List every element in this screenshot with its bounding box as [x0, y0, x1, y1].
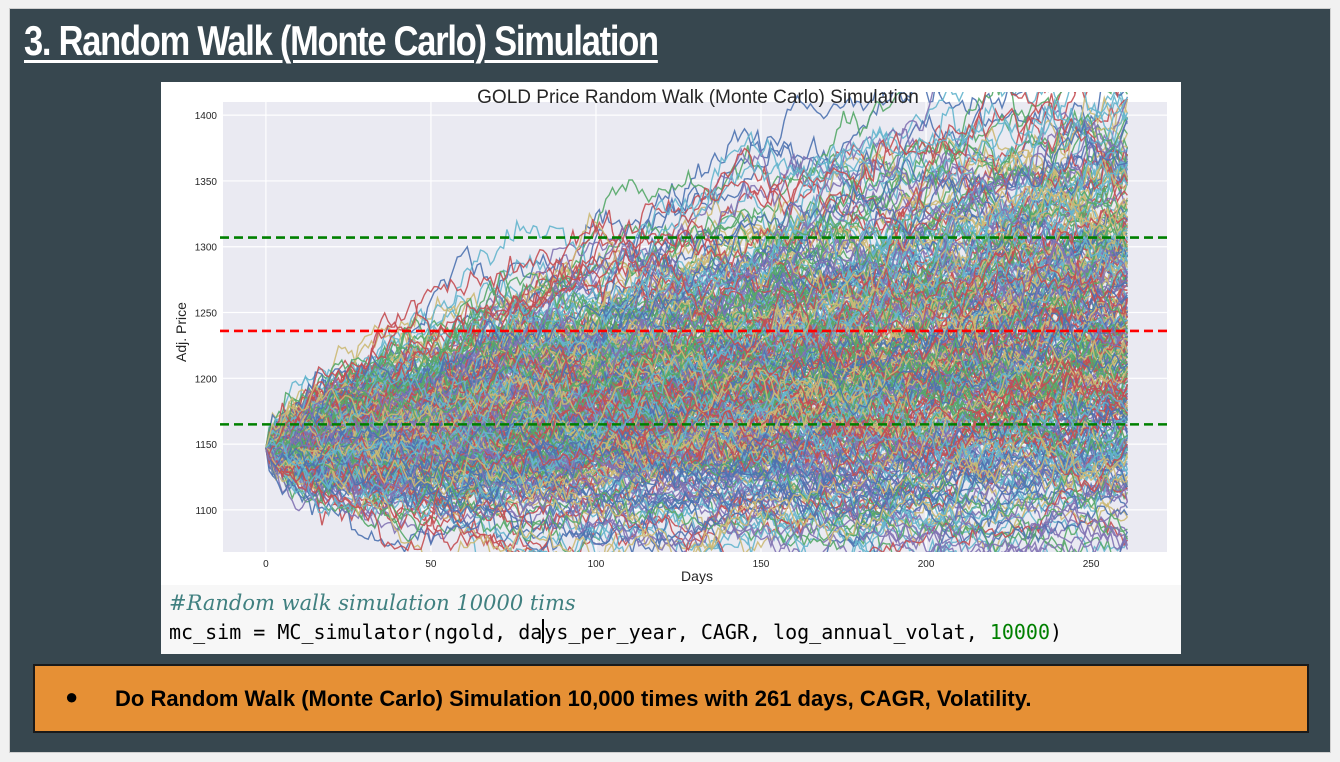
callout-text: Do Random Walk (Monte Carlo) Simulation … [115, 686, 1032, 711]
simulation-path [265, 447, 1129, 552]
simulation-path [265, 328, 1129, 471]
y-tick-label: 1300 [195, 243, 218, 254]
code-middle: ys_per_year, CAGR, log_annual_volat, [544, 620, 990, 644]
simulation-path [265, 185, 1129, 449]
x-tick-labels: 0 50 100 150 200 250 [263, 559, 1100, 570]
bullet-icon: ● [65, 684, 79, 709]
callout-box: ● Do Random Walk (Monte Carlo) Simulatio… [33, 664, 1309, 733]
figure-panel: 1100 1150 1200 1250 1300 1350 1400 0 50 100 150 20… [161, 82, 1181, 654]
x-tick-label: 100 [588, 559, 605, 570]
code-comment: #Random walk simulation 10000 tims [169, 591, 576, 615]
x-tick-label: 0 [263, 559, 269, 570]
chart: 1100 1150 1200 1250 1300 1350 1400 0 50 100 150 20… [173, 87, 1170, 584]
simulation-path [265, 389, 1128, 486]
simulation-path [265, 263, 1129, 552]
simulation-path [265, 246, 1128, 456]
x-tick-label: 200 [918, 559, 935, 570]
simulation-path [265, 317, 1128, 491]
simulation-path [265, 314, 1128, 521]
chart-title: GOLD Price Random Walk (Monte Carlo) Sim… [477, 87, 919, 108]
reference-lines [220, 236, 1170, 426]
y-tick-labels: 1100 1150 1200 1250 1300 1350 1400 [195, 111, 218, 517]
y-tick-label: 1200 [195, 374, 218, 385]
simulation-path [265, 113, 1128, 449]
code-prefix: mc_sim = MC_simulator(ngold, da [169, 620, 543, 644]
y-axis-label: Adj. Price [173, 302, 189, 362]
simulation-path [265, 424, 1129, 530]
y-tick-label: 1350 [195, 177, 218, 188]
simulation-path [265, 120, 1128, 461]
y-tick-label: 1150 [195, 440, 217, 451]
y-tick-label: 1400 [195, 111, 218, 122]
x-axis-label: Days [681, 568, 713, 584]
simulation-path [265, 396, 1128, 552]
simulation-path [265, 351, 1128, 492]
simulation-path [265, 396, 1128, 552]
simulation-path [265, 96, 1128, 462]
y-tick-label: 1100 [195, 506, 217, 517]
slide-title: 3. Random Walk (Monte Carlo) Simulation [24, 17, 659, 64]
text-cursor [542, 619, 545, 643]
simulation-path [265, 437, 1129, 551]
simulation-path [265, 447, 1128, 552]
x-tick-label: 150 [753, 559, 770, 570]
simulation-path [265, 396, 1128, 530]
slide: 3. Random Walk (Monte Carlo) Simulation … [9, 8, 1331, 753]
code-suffix: ) [1050, 620, 1063, 644]
simulation-path [265, 156, 1129, 451]
x-tick-label: 250 [1083, 559, 1100, 570]
simulation-path [265, 329, 1129, 488]
simulation-path [265, 198, 1129, 467]
simulation-path [265, 426, 1129, 552]
simulation-paths [265, 92, 1129, 552]
simulation-path [265, 92, 1129, 449]
simulation-path [265, 117, 1129, 467]
simulation-path [265, 432, 1129, 552]
simulation-path [265, 377, 1128, 466]
simulation-path [265, 388, 1128, 485]
y-tick-label: 1250 [195, 309, 218, 320]
simulation-path [265, 279, 1129, 454]
x-tick-label: 50 [425, 559, 437, 570]
code-line: mc_sim = MC_simulator(ngold, da ys_per_ye… [169, 619, 1062, 644]
code-cell: #Random walk simulation 10000 tims mc_si… [161, 585, 1181, 654]
code-number: 10000 [989, 620, 1051, 644]
